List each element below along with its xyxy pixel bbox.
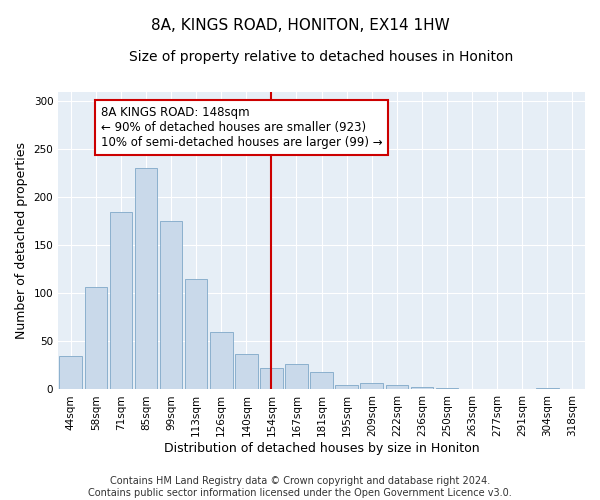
Bar: [335, 384, 358, 390]
Bar: [436, 388, 458, 390]
X-axis label: Distribution of detached houses by size in Honiton: Distribution of detached houses by size …: [164, 442, 479, 455]
Bar: [160, 222, 182, 390]
Bar: [235, 354, 257, 390]
Bar: [310, 372, 333, 390]
Bar: [410, 386, 433, 390]
Bar: [386, 384, 408, 390]
Text: 8A KINGS ROAD: 148sqm
← 90% of detached houses are smaller (923)
10% of semi-det: 8A KINGS ROAD: 148sqm ← 90% of detached …: [101, 106, 382, 149]
Bar: [210, 332, 233, 390]
Bar: [59, 356, 82, 390]
Bar: [285, 364, 308, 390]
Title: Size of property relative to detached houses in Honiton: Size of property relative to detached ho…: [130, 50, 514, 64]
Text: 8A, KINGS ROAD, HONITON, EX14 1HW: 8A, KINGS ROAD, HONITON, EX14 1HW: [151, 18, 449, 32]
Bar: [134, 168, 157, 390]
Bar: [185, 279, 208, 390]
Y-axis label: Number of detached properties: Number of detached properties: [15, 142, 28, 339]
Bar: [260, 368, 283, 390]
Bar: [85, 286, 107, 390]
Text: Contains HM Land Registry data © Crown copyright and database right 2024.
Contai: Contains HM Land Registry data © Crown c…: [88, 476, 512, 498]
Bar: [536, 388, 559, 390]
Bar: [110, 212, 132, 390]
Bar: [361, 382, 383, 390]
